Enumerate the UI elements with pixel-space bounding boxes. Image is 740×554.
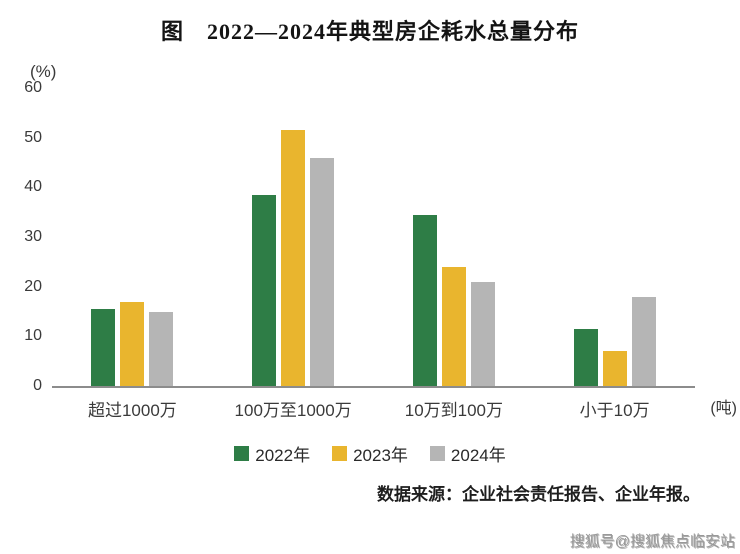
legend-swatch-icon [429, 446, 445, 461]
plot-area: 0 10 20 30 40 50 60 [24, 79, 695, 394]
x-axis-label: 10万到100万 [404, 401, 504, 420]
legend-label: 2023年 [353, 446, 408, 465]
legend-item: 2023年 [332, 441, 408, 466]
watermark: 搜狐号@搜狐焦点临安站 [569, 533, 735, 550]
legend-label: 2024年 [450, 446, 506, 465]
legend-swatch-icon [332, 446, 348, 461]
y-tick-label: 0 [33, 377, 42, 394]
chart-title: 图 2022—2024年典型房企耗水总量分布 [160, 19, 579, 44]
y-tick-label: 30 [24, 228, 42, 245]
x-axis-unit-label: (吨) [710, 400, 737, 417]
bar-2022年 [412, 214, 437, 386]
bar-2023年 [441, 266, 466, 386]
bar-group [534, 88, 695, 386]
bar-2023年 [120, 301, 145, 386]
y-tick-label: 10 [24, 327, 42, 345]
x-axis-label: 100万至1000万 [234, 401, 352, 420]
source-note: 数据来源：企业社会责任报告、企业年报。 [377, 485, 700, 504]
y-tick-label: 50 [24, 128, 42, 146]
bar-2023年 [281, 130, 306, 386]
bar-group [374, 88, 535, 386]
legend: 2022年 2023年 2024年 [0, 441, 740, 466]
x-axis-labels: 超过1000万 100万至1000万 10万到100万 小于10万 [52, 396, 695, 421]
bar-2022年 [91, 309, 116, 386]
bar-2022年 [573, 328, 598, 386]
bar-2024年 [310, 157, 335, 386]
bar-2024年 [470, 281, 495, 386]
y-tick-label: 20 [24, 277, 42, 295]
chart-area: 0 10 20 30 40 50 60 (吨) [24, 79, 737, 417]
legend-swatch-icon [234, 446, 250, 461]
bar-2024年 [631, 296, 656, 386]
bar-2023年 [602, 351, 627, 386]
y-tick-label: 60 [24, 79, 42, 96]
legend-label: 2022年 [255, 446, 311, 465]
bar-group [213, 88, 374, 386]
legend-item: 2024年 [429, 441, 506, 466]
x-axis-label: 小于10万 [579, 401, 650, 420]
bar-group [52, 88, 213, 386]
legend-item: 2022年 [234, 441, 310, 466]
bar-2022年 [252, 194, 277, 386]
bar-2024年 [149, 311, 174, 386]
y-tick-label: 40 [24, 178, 42, 196]
x-axis-label: 超过1000万 [87, 401, 177, 420]
y-axis-unit-label: (%) [30, 62, 57, 81]
